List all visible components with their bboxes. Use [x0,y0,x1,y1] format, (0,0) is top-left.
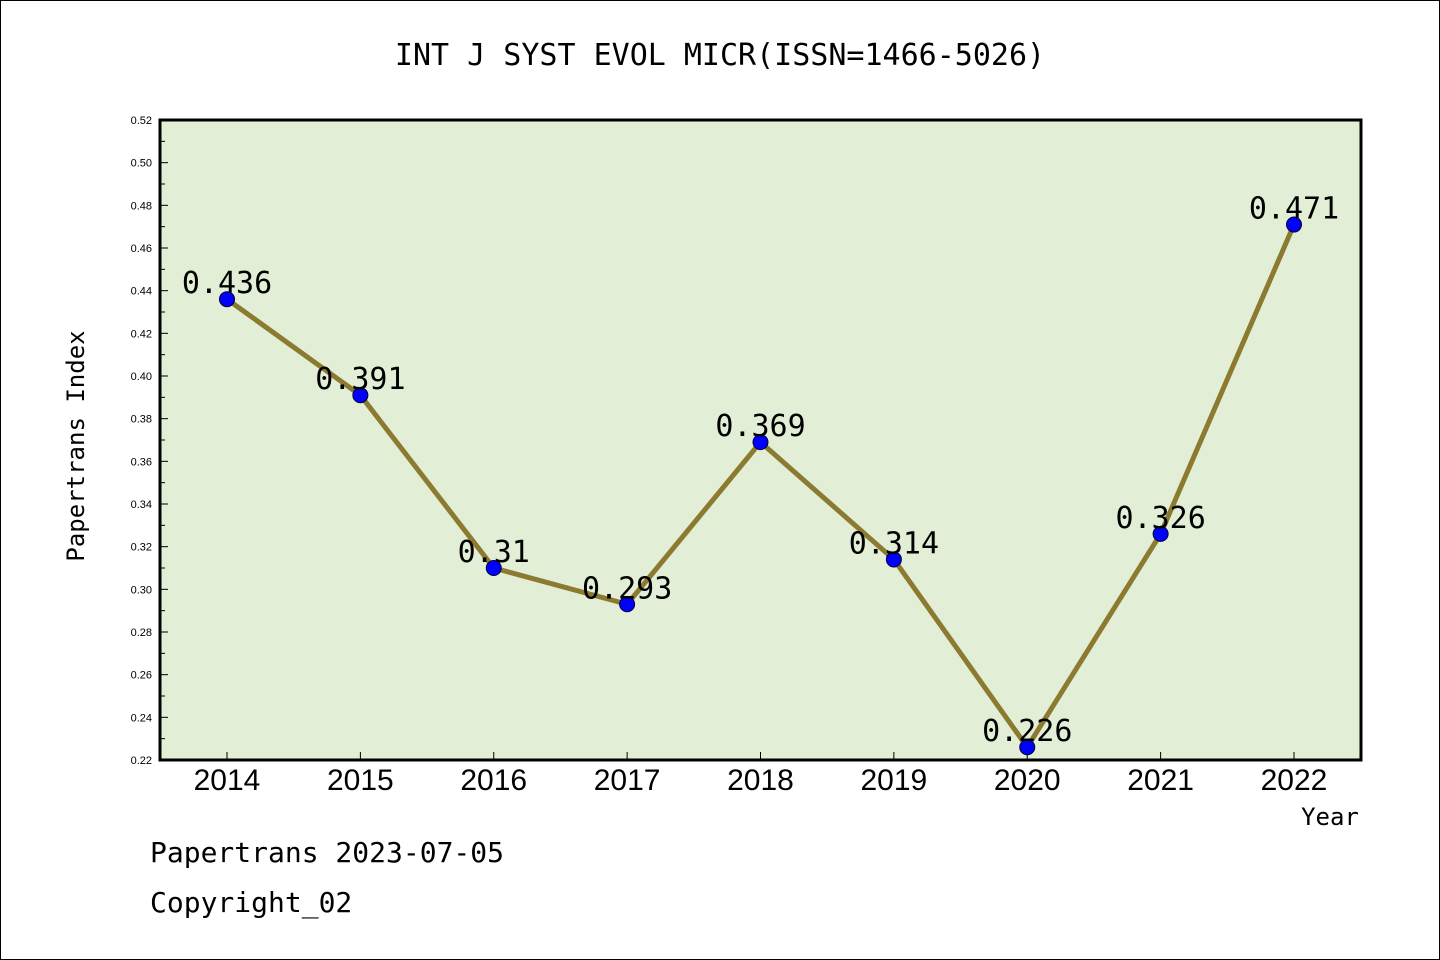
data-label-2017: 0.293 [582,571,672,606]
data-point-2022 [1286,216,1302,233]
y-tick-label: 0.50 [131,158,152,170]
x-tick-label: 2016 [460,764,527,797]
x-tick-label: 2018 [727,764,794,797]
y-tick-label: 0.44 [131,286,152,298]
y-tick-label: 0.24 [131,712,152,724]
x-tick-label: 2017 [594,764,661,797]
data-label-2015: 0.391 [315,362,405,397]
data-point-2014 [219,291,235,308]
y-tick-label: 0.48 [131,200,152,212]
data-label-2019: 0.314 [849,526,939,561]
x-tick-label: 2022 [1261,764,1328,797]
data-point-2016 [485,560,502,576]
data-label-2014: 0.436 [182,266,272,301]
y-tick-label: 0.40 [131,371,152,383]
data-label-2021: 0.326 [1115,501,1205,536]
data-point-2018 [752,434,769,451]
y-tick-label: 0.34 [131,499,152,511]
footer-date: Papertrans 2023-07-05 [150,836,505,869]
y-tick-label: 0.38 [131,414,152,426]
data-label-2020: 0.226 [982,714,1072,749]
footer-copyright: Copyright_02 [150,886,353,919]
y-tick-label: 0.32 [131,542,152,554]
y-axis-label: Papertrans Index [62,330,90,561]
chart-title: INT J SYST EVOL MICR(ISSN=1466-5026) [394,38,1046,73]
y-tick-label: 0.46 [131,243,152,255]
x-axis-label: Year [1301,803,1359,831]
y-tick-label: 0.30 [131,584,152,596]
data-point-2019 [885,551,902,568]
y-tick-label: 0.42 [131,328,152,340]
data-label-2016: 0.31 [458,535,530,570]
y-tick-label: 0.28 [131,627,152,639]
data-point-2020 [1019,739,1036,756]
x-tick-label: 2019 [861,764,928,797]
x-tick-label: 2015 [327,764,394,797]
data-label-2018: 0.369 [715,409,805,444]
y-tick-label: 0.22 [131,755,152,767]
y-tick-label: 0.26 [131,670,152,682]
y-tick-label: 0.36 [131,456,152,468]
data-point-2017 [619,596,636,613]
x-tick-label: 2014 [194,764,261,797]
y-tick-label: 0.52 [131,115,152,127]
x-tick-label: 2021 [1127,764,1194,797]
data-label-2022: 0.471 [1249,192,1339,227]
x-tick-label: 2020 [994,764,1061,797]
data-point-2015 [352,387,369,404]
data-point-2021 [1152,525,1169,542]
